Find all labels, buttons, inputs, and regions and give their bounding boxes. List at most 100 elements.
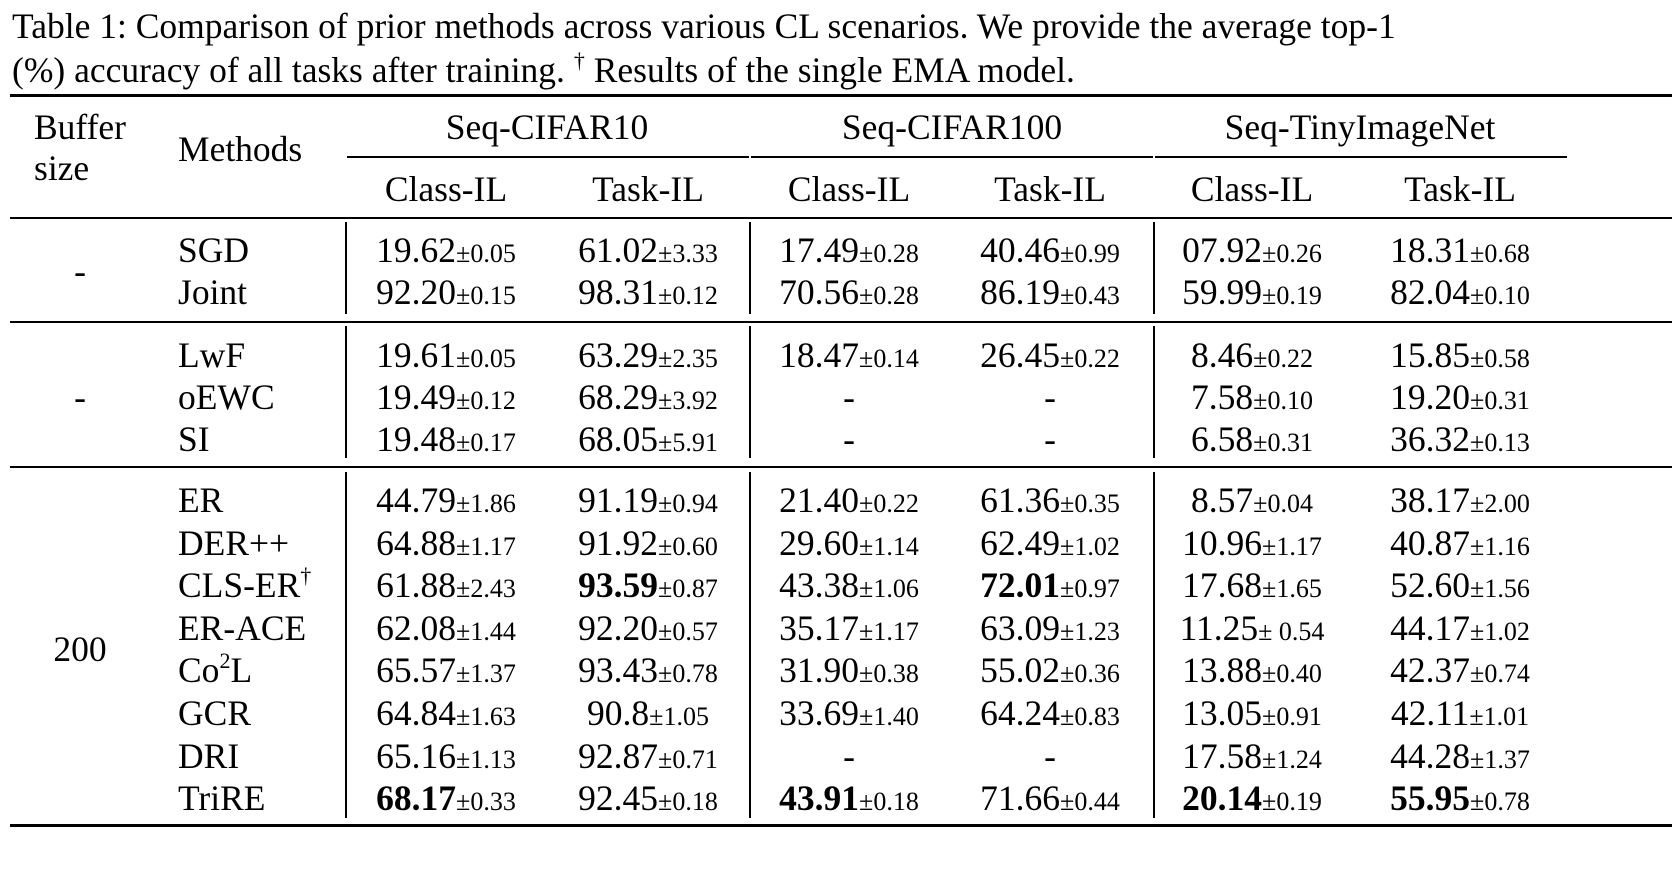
value-cell: 61.88±2.43 <box>376 565 516 609</box>
value-cell: - <box>1044 377 1056 417</box>
std-value: 0.12 <box>672 281 718 310</box>
caption-text-2: (%) accuracy of all tasks after training… <box>12 50 565 90</box>
value-cell: 91.92±0.60 <box>578 523 718 567</box>
mean-value: 31.90 <box>779 650 860 691</box>
header-setting: Class-IL <box>384 169 508 209</box>
std-value: 0.35 <box>1074 489 1120 518</box>
mean-value: 19.61 <box>376 335 457 375</box>
plus-minus-symbol: ± <box>1253 386 1268 415</box>
value-cell: 19.20±0.31 <box>1390 377 1530 421</box>
value-cell: 55.02±0.36 <box>980 650 1120 694</box>
mean-value: 11.25 <box>1179 607 1259 648</box>
group-rule-1 <box>10 321 1672 323</box>
std-value: 2.00 <box>1484 489 1530 518</box>
mean-value: 7.58 <box>1191 377 1254 417</box>
plus-minus-symbol: ± <box>1253 344 1268 373</box>
plus-minus-symbol: ± <box>1060 787 1075 817</box>
mean-value: 63.29 <box>578 335 659 375</box>
mean-value: 64.88 <box>376 522 457 563</box>
value-cell: 59.99±0.19 <box>1182 272 1322 316</box>
mean-value: 18.31 <box>1390 230 1471 270</box>
caption-label: Table 1: <box>12 6 127 46</box>
std-value: 0.10 <box>1267 386 1313 415</box>
method-cell: oEWC <box>178 377 275 417</box>
method-name: Co <box>178 650 220 691</box>
std-value: 1.02 <box>1074 531 1120 561</box>
plus-minus-symbol: ± <box>456 744 471 774</box>
mean-value: - <box>843 419 855 459</box>
value-cell: 19.48±0.17 <box>376 419 516 463</box>
mean-value: 43.38 <box>779 565 860 606</box>
plus-minus-symbol: ± <box>456 239 471 268</box>
mean-value: 36.32 <box>1390 419 1471 459</box>
std-value: 0.40 <box>1276 659 1322 689</box>
value-cell: 44.28±1.37 <box>1390 736 1530 780</box>
mean-value: 18.47 <box>779 335 860 375</box>
plus-minus-symbol: ± <box>1060 702 1075 731</box>
mean-value: 8.57 <box>1191 480 1254 520</box>
std-value: 1.17 <box>873 616 919 646</box>
mean-value: - <box>1044 419 1056 459</box>
value-cell: 40.46±0.99 <box>980 230 1120 274</box>
mean-value: 59.99 <box>1182 272 1263 312</box>
mean-value: 65.16 <box>376 735 457 776</box>
value-cell: - <box>843 736 855 776</box>
value-cell: - <box>843 377 855 417</box>
results-table: Buffer size Methods Seq-CIFAR10 Seq-CIFA… <box>10 94 1672 888</box>
value-cell: 64.24±0.83 <box>980 693 1120 737</box>
plus-minus-symbol: ± <box>456 531 471 561</box>
mean-value: 90.8 <box>587 693 650 733</box>
std-value: 3.33 <box>672 239 718 268</box>
mean-value: 92.20 <box>376 272 457 312</box>
mean-value: 44.17 <box>1390 607 1471 648</box>
std-value: 0.83 <box>1074 702 1120 731</box>
value-cell: 90.8±1.05 <box>587 693 709 737</box>
mean-value: - <box>1044 735 1056 776</box>
plus-minus-symbol: ± <box>859 489 874 518</box>
std-value: 0.31 <box>1267 428 1313 457</box>
std-value: 0.22 <box>873 489 919 518</box>
value-cell: 65.57±1.37 <box>376 650 516 694</box>
std-value: 0.31 <box>1484 386 1530 415</box>
value-cell: 17.58±1.24 <box>1182 736 1322 780</box>
std-value: 0.18 <box>672 787 718 817</box>
value-cell: 19.62±0.05 <box>376 230 516 274</box>
mean-value: - <box>843 735 855 776</box>
std-value: 1.86 <box>470 489 516 518</box>
std-value: 1.02 <box>1484 616 1530 646</box>
method-name-tail: L <box>230 650 253 691</box>
value-cell: 72.01±0.97 <box>980 565 1120 609</box>
dataset-underline <box>1155 156 1567 158</box>
mean-value: 13.05 <box>1182 693 1263 733</box>
mean-value: 65.57 <box>376 650 457 691</box>
method-name: LwF <box>178 335 246 375</box>
value-cell: 65.16±1.13 <box>376 736 516 780</box>
method-name: oEWC <box>178 377 275 417</box>
std-value: 1.16 <box>1484 531 1530 561</box>
plus-minus-symbol: ± <box>1470 428 1485 457</box>
std-value: 0.05 <box>470 344 516 373</box>
value-cell: 52.60±1.56 <box>1390 565 1530 609</box>
method-name: GCR <box>178 693 251 733</box>
std-value: 0.44 <box>1074 787 1120 817</box>
plus-minus-symbol: ± <box>1470 489 1485 518</box>
mean-value: 91.92 <box>578 522 659 563</box>
mean-value: 63.09 <box>980 607 1061 648</box>
std-value: 1.65 <box>1276 574 1322 604</box>
plus-minus-symbol: ± <box>1470 531 1485 561</box>
std-value: 0.38 <box>873 659 919 689</box>
plus-minus-symbol: ± <box>1470 239 1485 268</box>
mean-value: 40.46 <box>980 230 1061 270</box>
plus-minus-symbol: ± <box>859 344 874 373</box>
value-cell: 13.05±0.91 <box>1182 693 1322 737</box>
std-value: 3.92 <box>672 386 718 415</box>
method-cell: ER <box>178 480 223 520</box>
mean-value: 29.60 <box>779 522 860 563</box>
method-name: ER-ACE <box>178 607 307 648</box>
method-cell: LwF <box>178 335 245 375</box>
std-value: 0.19 <box>1276 787 1322 817</box>
value-cell: 61.36±0.35 <box>980 480 1120 524</box>
std-value: 0.10 <box>1484 281 1530 310</box>
method-name: Joint <box>178 272 248 312</box>
value-cell: 17.68±1.65 <box>1182 565 1322 609</box>
